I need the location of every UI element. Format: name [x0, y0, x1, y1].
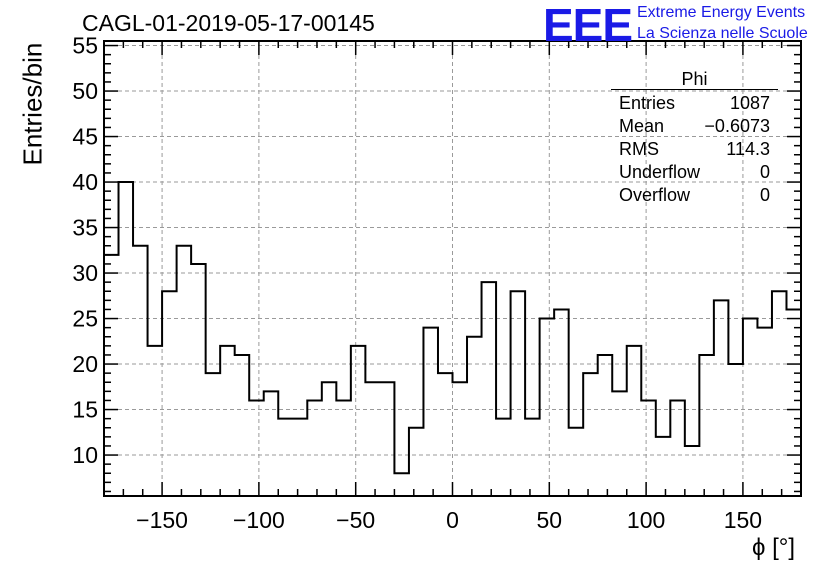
y-tick-label: 35 [72, 215, 98, 241]
x-tick-label: −150 [136, 507, 188, 533]
stats-label: Underflow [619, 162, 701, 182]
y-tick-label: 15 [72, 397, 98, 423]
grid-lines [104, 41, 801, 496]
run-title: CAGL-01-2019-05-17-00145 [82, 10, 375, 36]
logo-line-2: La Scienza nelle Scuole [637, 25, 808, 42]
stats-label: RMS [619, 139, 659, 159]
stats-title: Phi [611, 69, 778, 90]
stats-label: Entries [619, 93, 676, 113]
x-axis-label: ϕ [°] [752, 534, 796, 561]
y-axis-label: Entries/bin [17, 42, 48, 166]
y-tick-label: 55 [72, 33, 98, 59]
histogram-series [104, 181, 802, 475]
x-tick-label: −50 [336, 507, 375, 533]
logo-line-1: Extreme Energy Events [637, 4, 806, 21]
x-tick-label: 100 [627, 507, 665, 533]
stats-row: Mean −0.6073 [611, 115, 778, 138]
x-tick-label: 150 [724, 507, 762, 533]
stats-row: Entries 1087 [611, 92, 778, 115]
eee-logo: EEE [543, 0, 633, 51]
stats-value: 0 [759, 185, 770, 205]
y-tick-label: 30 [72, 260, 98, 286]
y-tick-label: 40 [72, 169, 98, 195]
y-tick-label: 50 [72, 78, 98, 104]
axis-ticks [104, 41, 801, 496]
stats-row: Overflow 0 [611, 184, 778, 207]
stats-label: Overflow [619, 185, 691, 205]
x-tick-label: −100 [233, 507, 285, 533]
stats-label: Mean [619, 116, 665, 136]
y-tick-labels: 10 15 20 25 30 35 40 45 50 55 [72, 33, 98, 468]
x-tick-label: 50 [537, 507, 563, 533]
y-tick-label: 20 [72, 351, 98, 377]
x-tick-labels: −150 −100 −50 0 50 100 150 [136, 507, 762, 533]
stats-value: 114.3 [726, 139, 770, 159]
y-tick-label: 10 [72, 442, 98, 468]
stats-value: 1087 [729, 93, 770, 113]
stats-value: 0 [759, 162, 770, 182]
stats-row: Underflow 0 [611, 161, 778, 184]
stats-row: RMS 114.3 [611, 138, 778, 161]
y-tick-label: 25 [72, 306, 98, 332]
stats-box: Phi Entries 1087 Mean −0.6073 RMS 114.3 Und… [611, 69, 778, 207]
x-tick-label: 0 [446, 507, 459, 533]
stats-value: −0.6073 [704, 116, 770, 136]
y-tick-label: 45 [72, 124, 98, 150]
